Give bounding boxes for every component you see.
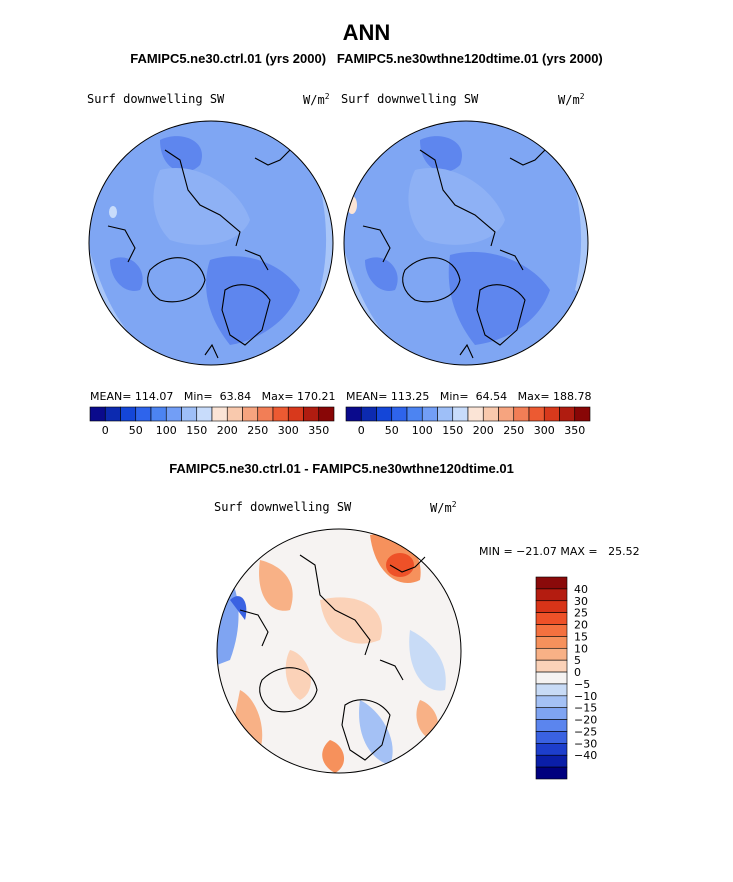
- left-colorbar-swatch: [242, 406, 259, 422]
- diff-colorbar-tick-label: 10: [574, 642, 588, 655]
- diff-colorbar-tick-label: 15: [574, 630, 588, 643]
- right-colorbar-swatch: [467, 406, 484, 422]
- colorbars: 0 50 100 150 200 250 300 350 0 50 100 150 200 250 300 3…: [89, 406, 597, 780]
- diff-colorbar-swatch: [535, 647, 568, 661]
- left-colorbar-swatch: [120, 406, 137, 422]
- diff-colorbar-swatch: [535, 588, 568, 602]
- left-colorbar-swatch: [272, 406, 289, 422]
- right-colorbar-swatch: [376, 406, 393, 422]
- left-map: [88, 120, 334, 366]
- right-colorbar-swatch: [345, 406, 362, 422]
- right-map: [343, 120, 589, 366]
- right-colorbar-swatch: [559, 406, 576, 422]
- right-colorbar-tick-label: 0: [358, 424, 365, 437]
- right-colorbar-tick-label: 100: [412, 424, 433, 437]
- diff-colorbar-swatch: [535, 707, 568, 720]
- right-colorbar-tick-label: 200: [473, 424, 494, 437]
- diff-colorbar-swatch: [535, 624, 568, 637]
- right-colorbar-tick-label: 300: [534, 424, 555, 437]
- left-colorbar-swatch: [196, 406, 213, 422]
- diff-colorbar-tick-label: 40: [574, 583, 588, 596]
- diff-colorbar-swatch: [535, 576, 568, 590]
- left-colorbar-tick-label: 50: [129, 424, 143, 437]
- left-colorbar-tick-label: 350: [308, 424, 329, 437]
- diff-variable-label: Surf downwelling SW: [214, 500, 352, 514]
- right-colorbar-swatch: [528, 406, 545, 422]
- diff-units-label: W/m2: [430, 500, 457, 515]
- right-colorbar-swatch: [360, 406, 377, 422]
- diff-colorbar-tick-label: −25: [574, 725, 597, 738]
- left-colorbar-swatch: [211, 406, 228, 422]
- right-colorbar-tick-label: 150: [442, 424, 463, 437]
- left-colorbar-swatch: [303, 406, 320, 422]
- right-colorbar-swatch: [452, 406, 469, 422]
- diff-map: [216, 528, 462, 774]
- right-colorbar-swatch: [574, 406, 591, 422]
- diff-colorbar-swatch: [535, 683, 568, 697]
- right-units-label: W/m2: [558, 92, 585, 107]
- diff-colorbar-tick-label: 25: [574, 607, 588, 620]
- left-colorbar-swatch: [287, 406, 304, 422]
- right-colorbar-swatch: [513, 406, 530, 422]
- left-colorbar-tick-label: 150: [186, 424, 207, 437]
- diff-colorbar-tick-label: 5: [574, 654, 581, 667]
- left-units-label: W/m2: [303, 92, 330, 107]
- left-colorbar-swatch: [150, 406, 167, 422]
- left-colorbar-swatch: [135, 406, 152, 422]
- left-colorbar-swatch: [181, 406, 198, 422]
- right-colorbar-tick-label: 50: [385, 424, 399, 437]
- left-colorbar-swatch: [89, 406, 106, 422]
- diff-colorbar-tick-label: −30: [574, 737, 597, 750]
- right-colorbar-swatch: [543, 406, 560, 422]
- left-colorbar-swatch: [165, 406, 182, 422]
- diff-title: FAMIPC5.ne30.ctrl.01 - FAMIPC5.ne30wthne…: [169, 461, 514, 476]
- diff-colorbar-tick-label: −40: [574, 749, 597, 762]
- right-colorbar-swatch: [482, 406, 499, 422]
- diff-minmax: MIN = −21.07 MAX = 25.52: [479, 545, 640, 558]
- diff-colorbar-tick-label: 30: [574, 595, 588, 608]
- right-colorbar-swatch: [437, 406, 454, 422]
- left-colorbar-tick-label: 200: [217, 424, 238, 437]
- right-colorbar-swatch: [391, 406, 408, 422]
- diff-colorbar-tick-label: −5: [574, 678, 590, 691]
- diff-colorbar-swatch: [535, 659, 568, 673]
- left-colorbar-tick-label: 300: [278, 424, 299, 437]
- right-colorbar-swatch: [406, 406, 423, 422]
- diff-colorbar-swatch: [535, 612, 568, 625]
- left-stats: MEAN= 114.07 Min= 63.84 Max= 170.21: [90, 390, 336, 403]
- left-colorbar-swatch: [104, 406, 121, 422]
- diff-colorbar-swatch: [535, 754, 568, 768]
- right-variable-label: Surf downwelling SW: [341, 92, 479, 106]
- plot-title: ANN: [342, 20, 391, 45]
- right-stats: MEAN= 113.25 Min= 64.54 Max= 188.78: [346, 390, 592, 403]
- left-colorbar-tick-label: 250: [247, 424, 268, 437]
- diff-colorbar-swatch: [535, 731, 568, 744]
- diff-colorbar-tick-label: −10: [574, 690, 597, 703]
- left-colorbar-swatch: [318, 406, 335, 422]
- diff-colorbar-tick-label: −15: [574, 702, 597, 715]
- diff-colorbar-swatch: [535, 636, 568, 649]
- diff-colorbar-swatch: [535, 766, 568, 780]
- diff-colorbar-swatch: [535, 671, 568, 685]
- diff-colorbar-tick-label: 0: [574, 666, 581, 679]
- left-variable-label: Surf downwelling SW: [87, 92, 225, 106]
- right-colorbar-tick-label: 250: [503, 424, 524, 437]
- right-colorbar-swatch: [421, 406, 438, 422]
- right-colorbar-tick-label: 350: [564, 424, 585, 437]
- diff-colorbar-swatch: [535, 695, 568, 709]
- left-colorbar-tick-label: 100: [156, 424, 177, 437]
- left-colorbar-tick-label: 0: [102, 424, 109, 437]
- diff-colorbar-swatch: [535, 743, 568, 756]
- left-colorbar-swatch: [226, 406, 243, 422]
- left-colorbar-swatch: [257, 406, 274, 422]
- diff-colorbar-swatch: [535, 719, 568, 732]
- plot-subtitle: FAMIPC5.ne30.ctrl.01 (yrs 2000) FAMIPC5.…: [130, 51, 603, 66]
- diff-colorbar-swatch: [535, 600, 568, 613]
- diff-colorbar-tick-label: 20: [574, 619, 588, 632]
- right-colorbar-swatch: [498, 406, 515, 422]
- diff-colorbar-tick-label: −20: [574, 714, 597, 727]
